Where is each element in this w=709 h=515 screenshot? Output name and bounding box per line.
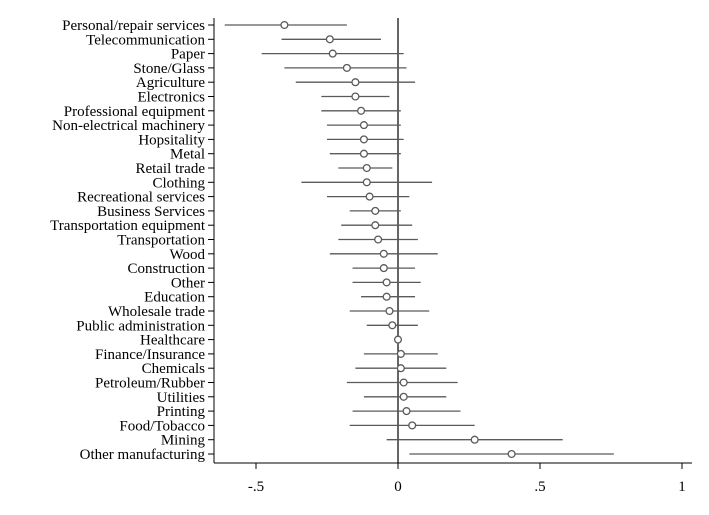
category-label: Personal/repair services xyxy=(62,18,205,34)
category-label: Healthcare xyxy=(140,333,205,349)
point-estimate-marker xyxy=(342,63,351,72)
point-estimate-marker xyxy=(325,35,334,44)
category-label: Mining xyxy=(161,433,206,449)
category-label: Public administration xyxy=(76,318,205,334)
category-label: Education xyxy=(144,290,205,306)
point-estimate-marker xyxy=(362,163,371,173)
category-label: Wood xyxy=(170,247,206,263)
point-estimate-marker xyxy=(402,407,411,416)
point-estimate-marker xyxy=(365,192,374,201)
point-estimate-marker xyxy=(374,235,383,244)
point-estimate-marker xyxy=(382,292,391,301)
category-label: Agriculture xyxy=(136,75,205,91)
point-estimate-marker xyxy=(280,20,289,30)
point-estimate-marker xyxy=(371,221,380,230)
category-label: Stone/Glass xyxy=(133,61,205,77)
point-estimate-marker xyxy=(507,449,516,459)
category-label: Non-electrical machinery xyxy=(52,118,205,134)
point-estimate-marker xyxy=(470,435,479,444)
category-label: Petroleum/Rubber xyxy=(95,376,205,392)
category-label: Transportation xyxy=(117,233,205,249)
category-label: Electronics xyxy=(138,90,206,106)
point-estimate-marker xyxy=(359,135,368,144)
category-label: Paper xyxy=(171,47,205,63)
category-label: Hopsitality xyxy=(138,132,205,148)
point-estimate-marker xyxy=(388,321,397,330)
x-tick-label: 1 xyxy=(678,479,686,495)
category-label: Professional equipment xyxy=(64,104,206,120)
point-estimate-marker xyxy=(399,378,408,387)
point-estimate-marker xyxy=(371,206,380,215)
point-estimate-marker xyxy=(362,178,371,187)
point-estimate-marker xyxy=(396,349,405,358)
category-label: Metal xyxy=(170,147,205,163)
category-label: Other xyxy=(171,275,205,291)
category-label: Chemicals xyxy=(142,361,205,377)
category-label: Business Services xyxy=(97,204,205,220)
x-tick-label: -.5 xyxy=(248,479,264,495)
point-estimate-marker xyxy=(359,149,368,158)
category-label: Telecommunication xyxy=(86,32,205,48)
point-estimate-marker xyxy=(328,49,337,58)
category-label: Recreational services xyxy=(77,190,205,206)
point-estimate-marker xyxy=(382,278,391,287)
category-label: Utilities xyxy=(157,390,205,406)
point-estimate-marker xyxy=(359,121,368,130)
category-label: Retail trade xyxy=(135,161,205,177)
point-estimate-marker xyxy=(396,364,405,373)
category-label: Transportation equipment xyxy=(50,218,206,234)
category-label: Wholesale trade xyxy=(108,304,205,320)
point-estimate-marker xyxy=(351,78,360,87)
category-label: Construction xyxy=(128,261,206,277)
category-label: Printing xyxy=(157,404,206,420)
x-tick-label: .5 xyxy=(534,479,545,495)
point-estimate-marker xyxy=(385,306,394,316)
point-estimate-marker xyxy=(379,249,388,258)
x-tick-label: 0 xyxy=(394,479,402,495)
category-label: Finance/Insurance xyxy=(95,347,205,363)
point-estimate-marker xyxy=(393,335,403,344)
category-label: Food/Tobacco xyxy=(119,418,205,434)
point-estimate-marker xyxy=(379,264,388,273)
point-estimate-marker xyxy=(399,392,408,401)
category-label: Other manufacturing xyxy=(80,447,206,463)
point-estimate-marker xyxy=(357,106,366,115)
point-estimate-marker xyxy=(408,421,417,430)
category-label: Clothing xyxy=(152,175,205,191)
point-estimate-marker xyxy=(351,92,360,101)
